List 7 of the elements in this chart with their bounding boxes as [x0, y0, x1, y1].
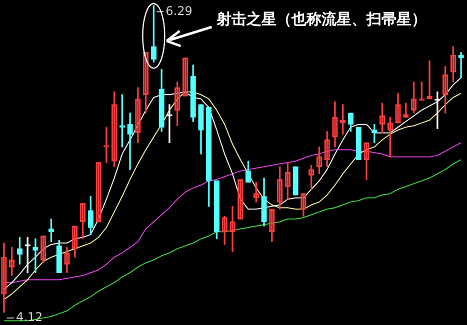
- annotation: 射击之星（也称流星、扫帚星）: [216, 10, 427, 28]
- candlestick: [458, 52, 464, 78]
- candlestick: [32, 238, 38, 274]
- annotation: 4.12: [16, 310, 43, 324]
- candlestick: [127, 112, 133, 170]
- candlestick: [96, 162, 102, 222]
- annotation: 6.29: [166, 4, 192, 18]
